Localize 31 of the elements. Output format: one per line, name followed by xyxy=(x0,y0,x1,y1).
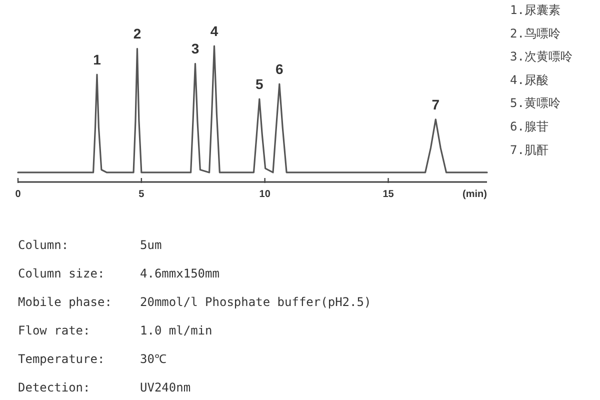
x-tick-label: 10 xyxy=(259,189,271,200)
x-tick-label: 5 xyxy=(138,189,145,200)
x-tick-label: 0 xyxy=(15,189,22,200)
text: 7.肌酐 xyxy=(510,142,548,157)
text: 3.次黄嘌呤 xyxy=(510,50,572,64)
text: 5um xyxy=(140,238,162,252)
text: Column size: xyxy=(18,266,105,280)
text: Flow rate: xyxy=(18,324,90,338)
text: 5.黄嘌呤 xyxy=(510,96,560,110)
text: UV240nm xyxy=(140,380,191,394)
text: 6.腺苷 xyxy=(510,120,548,134)
text: Detection: xyxy=(18,380,90,394)
text: Temperature: xyxy=(18,352,105,366)
text: 2.鸟嘌呤 xyxy=(510,26,560,40)
annotation: 1 xyxy=(93,52,102,68)
text: 20mmol/l Phosphate buffer(pH2.5) xyxy=(140,295,372,309)
text: Column: xyxy=(18,238,69,252)
text: 4.尿酸 xyxy=(510,72,548,87)
text: 1.尿囊素 xyxy=(510,3,560,17)
text: 1.0 ml/min xyxy=(140,324,212,338)
text: 30℃ xyxy=(140,352,166,366)
text: 4.6mmx150mm xyxy=(140,266,220,280)
annotation: 7 xyxy=(432,96,440,112)
annotation: 5 xyxy=(256,76,264,92)
annotation: 6 xyxy=(276,61,284,78)
annotation: 4 xyxy=(210,23,218,39)
x-tick-label: 15 xyxy=(382,189,394,200)
annotation: 3 xyxy=(191,40,200,57)
text: Mobile phase: xyxy=(18,295,112,309)
annotation: 2 xyxy=(133,26,142,42)
x-axis-title: (min) xyxy=(462,189,487,200)
